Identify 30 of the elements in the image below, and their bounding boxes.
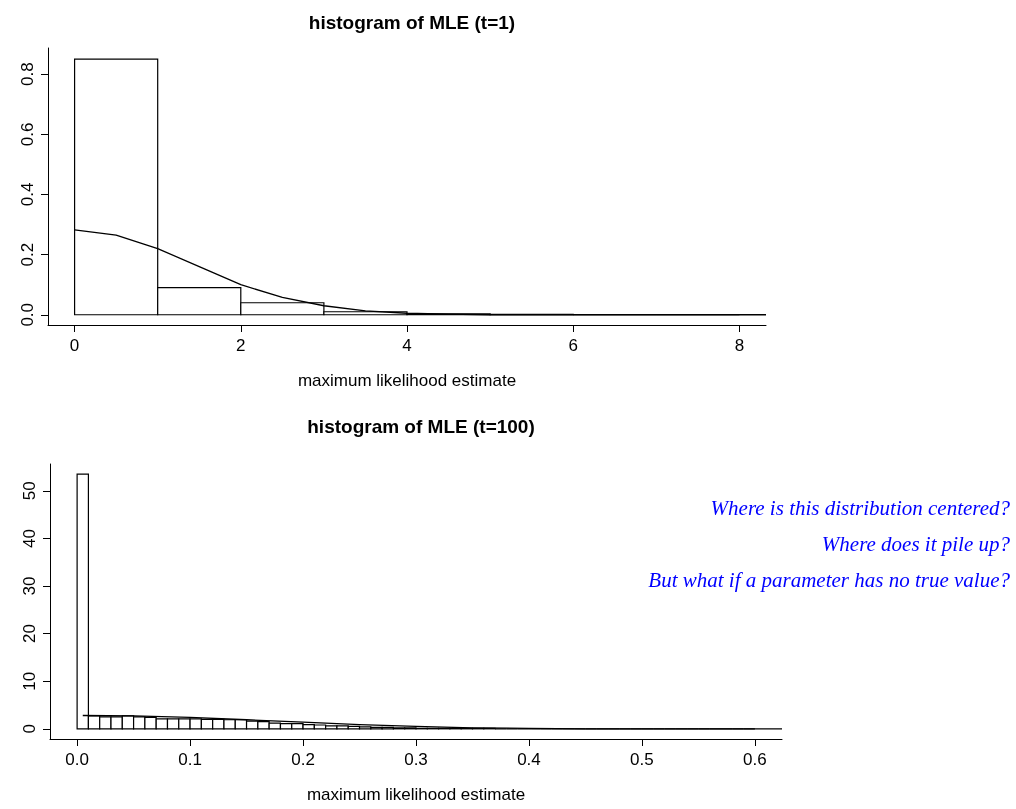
y-tick-label: 0.8 xyxy=(18,62,37,86)
x-tick-label: 8 xyxy=(734,336,745,355)
x-tick-label: 0.0 xyxy=(65,750,89,769)
y-tick-label: 30 xyxy=(20,576,39,596)
chart-title: histogram of MLE (t=100) xyxy=(307,416,535,437)
x-axis-title: maximum likelihood estimate xyxy=(306,785,526,804)
y-tick-label: 0.6 xyxy=(18,122,37,147)
y-tick-label: 40 xyxy=(20,528,39,548)
y-tick-label: 0.4 xyxy=(18,182,37,207)
y-tick-label: 10 xyxy=(20,671,39,691)
x-tick-label: 0.6 xyxy=(743,750,767,769)
y-tick-label: 0.2 xyxy=(18,242,37,267)
x-tick-label: 2 xyxy=(236,336,246,355)
x-tick-label: 6 xyxy=(568,336,578,355)
x-tick-label: 0.2 xyxy=(291,750,315,769)
x-tick-label: 0.5 xyxy=(630,750,654,769)
x-tick-label: 0.3 xyxy=(404,750,428,769)
x-tick-label: 0.4 xyxy=(517,750,541,769)
annotation: Where is this distribution centered? xyxy=(710,495,1011,520)
y-tick-label: 50 xyxy=(20,481,39,501)
text: Where does it pile up? xyxy=(821,531,1011,556)
x-tick-label: 4 xyxy=(402,336,412,355)
y-tick-label: 20 xyxy=(20,624,39,644)
x-tick-label: 0 xyxy=(69,336,80,355)
x-tick-label: 0.1 xyxy=(178,750,202,769)
annotation: But what if a parameter has no true value? xyxy=(648,567,1011,592)
x-axis-title: maximum likelihood estimate xyxy=(297,371,517,390)
chart-title: histogram of MLE (t=1) xyxy=(308,12,516,33)
y-tick-label: 0 xyxy=(20,724,39,734)
y-tick-label: 0.0 xyxy=(18,302,37,327)
